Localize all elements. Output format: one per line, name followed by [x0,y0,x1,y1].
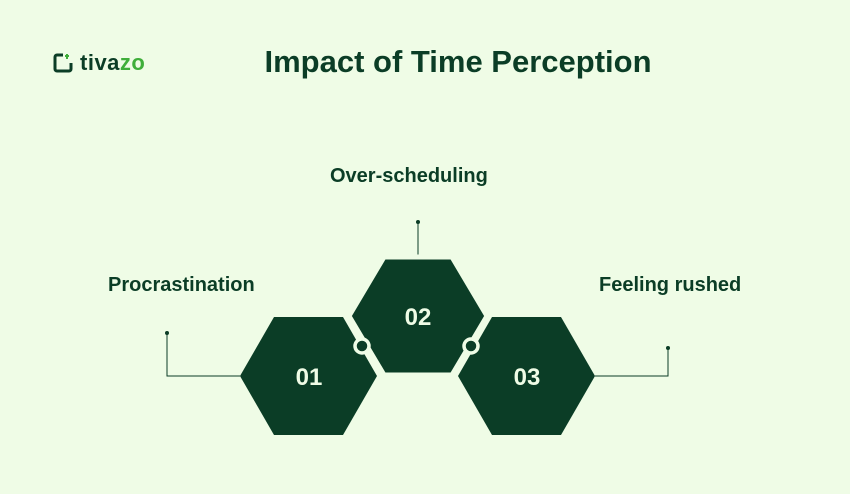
logo-icon [53,53,73,73]
connector-03 [595,348,669,377]
label-procrastination: Procrastination [108,274,255,296]
connector-dot-01 [165,331,169,335]
hexagon-02 [346,254,490,378]
logo: tivazo [52,50,145,76]
label-over-scheduling: Over-scheduling [330,165,488,187]
link-circle-01-02 [353,337,371,355]
connector-01 [166,333,240,377]
hexagon-number-03: 03 [514,364,541,391]
connector-dot-03 [666,346,670,350]
hexagon-01 [240,317,377,435]
hexagon-number-02: 02 [405,304,432,331]
label-feeling-rushed: Feeling rushed [599,274,742,296]
page-title: Impact of Time Perception [264,44,652,79]
hexagon-number-01: 01 [296,364,323,391]
hexagon-03 [458,317,595,435]
logo-text: tivazo [80,50,146,75]
link-circle-02-03 [462,337,480,355]
connector-dot-02 [416,220,420,224]
